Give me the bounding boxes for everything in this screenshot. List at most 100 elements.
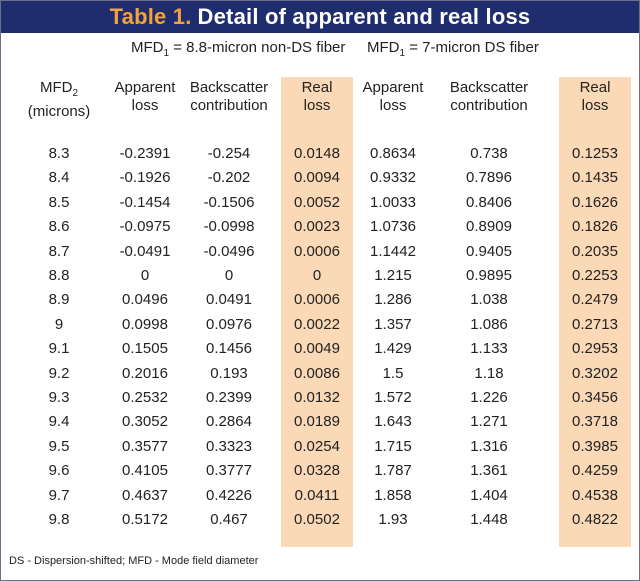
cell-backscatter-1: 0.0491	[206, 291, 252, 309]
cell-apparent-loss-1: -0.1454	[119, 193, 171, 211]
cell-backscatter-1: 0.2399	[206, 389, 252, 406]
cell-backscatter-1: -0.1506	[203, 193, 255, 211]
cell-real-loss-2: 0.1435	[572, 169, 618, 187]
cell-real-loss-2: 0.2479	[572, 291, 618, 309]
header-apparent-loss-2: Apparent loss	[348, 79, 438, 115]
cell-backscatter-1: 0.0976	[206, 315, 252, 333]
cell-real-loss-1: 0.0023	[294, 218, 340, 236]
header-sub: 2	[72, 88, 79, 99]
header-mfd2: MFD2 (microns)	[14, 79, 104, 121]
cell-real-loss-2: 0.4538	[572, 486, 618, 504]
cell-real-loss-1: 0.0328	[294, 462, 340, 480]
cell-mfd2: 9.2	[48, 364, 70, 382]
cell-apparent-loss-2: 1.93	[378, 511, 408, 528]
header-real-loss-1: Real loss	[281, 79, 353, 115]
header-line1: Backscatter	[449, 79, 529, 96]
cell-apparent-loss-1: 0.4105	[122, 462, 168, 480]
cell-real-loss-2: 0.3202	[572, 364, 618, 382]
cell-apparent-loss-1: 0.2532	[122, 389, 168, 406]
cell-apparent-loss-1: 0.4637	[122, 486, 168, 504]
cell-real-loss-2: 0.2253	[572, 267, 618, 284]
cell-real-loss-1: 0.0411	[294, 486, 340, 504]
cell-mfd2: 9.3	[48, 389, 70, 406]
cell-backscatter-2: 1.361	[470, 462, 508, 480]
cell-backscatter-2: 1.086	[470, 315, 508, 333]
cell-mfd2: 8.5	[48, 193, 70, 211]
cell-mfd2: 8.3	[48, 145, 70, 162]
cell-apparent-loss-2: 1.858	[374, 486, 412, 504]
header-line2: contribution	[450, 97, 528, 114]
cell-backscatter-2: 1.316	[470, 437, 508, 455]
cell-backscatter-1: 0.467	[210, 511, 248, 528]
cell-real-loss-1: 0	[312, 267, 322, 284]
fiber-group-sub: 1	[163, 48, 170, 59]
cell-backscatter-2: 0.9895	[466, 267, 512, 284]
cell-real-loss-2: 0.1253	[572, 145, 618, 162]
cell-backscatter-2: 0.7896	[466, 169, 512, 187]
cell-backscatter-1: 0.3777	[206, 462, 252, 480]
cell-real-loss-1: 0.0052	[294, 193, 340, 211]
fiber-group-prefix: MFD	[131, 39, 164, 56]
cell-mfd2: 8.9	[48, 291, 70, 309]
cell-real-loss-2: 0.1826	[572, 218, 618, 236]
header-line2: (microns)	[27, 103, 91, 120]
cell-real-loss-1: 0.0086	[294, 364, 340, 382]
cell-backscatter-1: -0.202	[207, 169, 251, 187]
fiber-group-text: = 7-micron DS fiber	[405, 39, 539, 56]
cell-backscatter-2: 1.18	[474, 364, 504, 382]
cell-apparent-loss-1: -0.0491	[119, 242, 171, 260]
cell-mfd2: 9.8	[48, 511, 70, 528]
cell-backscatter-2: 1.133	[470, 340, 508, 358]
cell-backscatter-2: 0.738	[470, 145, 508, 162]
cell-mfd2: 8.7	[48, 242, 70, 260]
table-title: Table 1. Detail of apparent and real los…	[1, 1, 639, 33]
cell-apparent-loss-2: 1.429	[374, 340, 412, 358]
header-line2: loss	[131, 97, 159, 114]
cell-apparent-loss-2: 0.8634	[370, 145, 416, 162]
header-real-loss-2: Real loss	[559, 79, 631, 115]
cell-real-loss-2: 0.2713	[572, 315, 618, 333]
cell-apparent-loss-1: 0.0496	[122, 291, 168, 309]
cell-apparent-loss-2: 1.5	[382, 364, 404, 382]
cell-backscatter-1: -0.0496	[203, 242, 255, 260]
cell-apparent-loss-2: 1.215	[374, 267, 412, 284]
cell-apparent-loss-2: 1.715	[374, 437, 412, 455]
cell-apparent-loss-1: 0.5172	[122, 511, 168, 528]
cell-backscatter-2: 0.8406	[466, 193, 512, 211]
header-line1: Real	[301, 79, 333, 96]
cell-backscatter-1: 0.3323	[206, 437, 252, 455]
cell-apparent-loss-2: 0.9332	[370, 169, 416, 187]
cell-mfd2: 9.6	[48, 462, 70, 480]
cell-apparent-loss-2: 1.357	[374, 315, 412, 333]
cell-backscatter-2: 1.038	[470, 291, 508, 309]
table-number: Table 1.	[109, 4, 192, 29]
cell-real-loss-2: 0.3718	[572, 413, 618, 431]
cell-mfd2: 9.1	[48, 340, 70, 358]
cell-backscatter-1: -0.0998	[203, 218, 255, 236]
header-line2: loss	[379, 97, 407, 114]
fiber-group-non-ds: MFD1 = 8.8-micron non-DS fiber	[131, 39, 345, 59]
real-loss-highlight-right	[559, 77, 631, 547]
cell-apparent-loss-1: 0.3577	[122, 437, 168, 455]
fiber-group-text: = 8.8-micron non-DS fiber	[169, 39, 346, 56]
cell-backscatter-1: 0.1456	[206, 340, 252, 358]
cell-mfd2: 9.5	[48, 437, 70, 455]
real-loss-highlight-left	[281, 77, 353, 547]
cell-apparent-loss-1: -0.2391	[119, 145, 171, 162]
header-line2: loss	[581, 97, 609, 114]
cell-mfd2: 9.4	[48, 413, 70, 431]
header-line1: MFD	[39, 79, 73, 96]
cell-real-loss-1: 0.0006	[294, 291, 340, 309]
cell-real-loss-1: 0.0006	[294, 242, 340, 260]
header-apparent-loss-1: Apparent loss	[100, 79, 190, 115]
header-line1: Backscatter	[189, 79, 269, 96]
cell-real-loss-1: 0.0189	[294, 413, 340, 431]
cell-backscatter-1: 0.4226	[206, 486, 252, 504]
cell-apparent-loss-2: 1.572	[374, 389, 412, 406]
cell-apparent-loss-2: 1.0736	[370, 218, 416, 236]
fiber-group-prefix: MFD	[367, 39, 400, 56]
cell-real-loss-2: 0.4259	[572, 462, 618, 480]
cell-real-loss-1: 0.0132	[294, 389, 340, 406]
table-title-text: Detail of apparent and real loss	[197, 4, 531, 29]
cell-apparent-loss-2: 1.643	[374, 413, 412, 431]
